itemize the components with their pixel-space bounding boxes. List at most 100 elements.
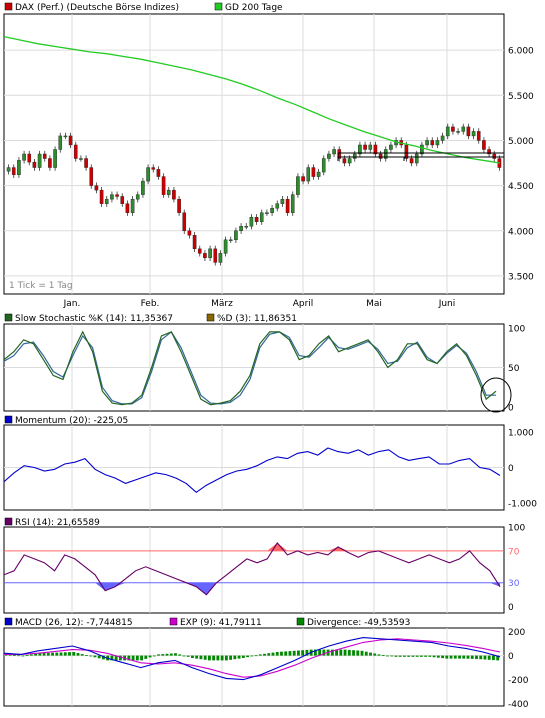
candle-body [440,135,445,141]
divergence-bar [12,655,16,656]
candle-body [342,158,347,164]
divergence-bar [97,655,101,659]
macd-y-tick-label: 0 [508,652,514,662]
price-panel: DAX (Perf.) (Deutsche Börse Indizes) GD … [3,2,534,309]
divergence-bar [42,653,46,656]
candle-body [275,203,280,209]
macd-y-tick-label: 200 [508,628,525,638]
month-label: Feb. [141,299,160,309]
divergence-bar [436,655,440,658]
candle-body [368,144,373,150]
stochastic-y-tick-label: 50 [508,364,520,374]
stochastic-legend-d-label: %D (3): 11,86351 [217,314,297,324]
candle-body [358,144,362,155]
divergence-bar [301,650,305,656]
candle-body [182,212,187,231]
divergence-bar [369,652,372,656]
divergence-bar [157,654,160,656]
divergence-bar [29,654,33,656]
price-y-tick-label: 4.000 [508,227,534,237]
divergence-bar [144,655,148,659]
divergence-bar [46,652,50,656]
divergence-bar [419,655,423,657]
rsi-grid [71,527,448,613]
candle-body [404,144,409,159]
candle-body [409,158,414,164]
divergence-bar [131,655,135,661]
divergence-bar [297,650,300,656]
candle-body [6,167,11,172]
price-y-tick-label: 5.500 [508,92,534,102]
candle-body [130,198,135,213]
divergence-bars [4,649,500,661]
divergence-bar [241,655,245,658]
price-legend: DAX (Perf.) (Deutsche Börse Indizes) GD … [4,2,283,13]
divergence-bar [250,655,254,657]
divergence-bar [72,652,76,656]
divergence-bar [38,653,42,656]
candle-body [192,235,197,250]
candle-body [48,158,52,168]
divergence-bar [466,655,470,659]
divergence-bar [271,652,275,656]
candle-body [27,153,32,163]
candle-body [265,212,269,214]
candle-body [414,153,419,164]
candle-body [84,158,88,168]
divergence-bar [89,655,93,657]
divergence-bar [118,655,122,661]
divergence-legend-swatch [296,617,305,626]
divergence-bar [377,654,381,656]
stochastic-legend-d-swatch [206,313,215,322]
stochastic-y-tick-label: 100 [508,324,525,334]
divergence-bar [186,655,190,657]
divergence-bar [398,655,402,657]
rsi-y-tick-label: 100 [508,524,525,534]
divergence-bar [135,655,139,661]
candle-body [32,161,37,168]
divergence-bar [254,655,258,657]
divergence-bar [17,655,21,657]
macd-panel: MACD (26, 12): -7,744815 EXP (9): 41,791… [3,617,529,710]
candle-body [425,140,429,146]
candle-body [378,153,383,159]
candle-body [259,212,264,222]
divergence-bar [165,653,169,656]
divergence-bar [322,649,326,656]
dax-candles [6,123,502,266]
candle-body [73,144,78,159]
candle-body [135,194,140,200]
candle-body [352,153,357,159]
rsi-oversold-fill [4,582,500,595]
candle-body [430,140,435,146]
candle-body [125,203,130,213]
candle-body [156,169,161,177]
month-label: April [293,299,314,309]
divergence-bar [288,651,292,656]
divergence-bar [85,655,88,656]
candle-body [476,131,481,141]
candle-body [110,194,114,200]
divergence-bar [152,655,156,657]
divergence-bar [63,652,67,656]
divergence-bar [462,655,466,659]
divergence-bar [449,655,453,659]
support-box [337,152,504,161]
candle-body [492,153,497,159]
candle-body [68,135,73,146]
divergence-bar [445,655,449,659]
price-y-tick-label: 4.500 [508,182,534,192]
candle-body [58,135,63,150]
candle-body [213,248,218,263]
candle-body [435,140,440,146]
candle-body [451,126,455,132]
month-label: Juni [438,299,456,309]
divergence-bar [68,652,71,656]
divergence-bar [212,655,216,661]
candle-body [42,153,47,159]
divergence-bar [492,655,495,661]
divergence-bar [51,652,54,656]
divergence-bar [428,655,432,657]
candle-body [461,126,466,132]
candle-body [89,167,94,186]
